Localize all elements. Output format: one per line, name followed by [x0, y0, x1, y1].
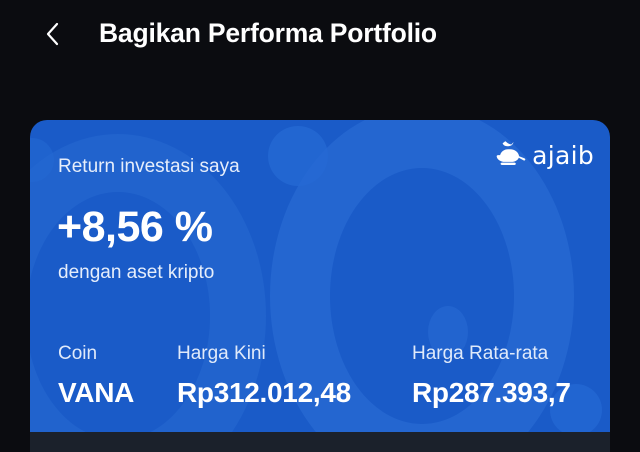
stat-current-price-label: Harga Kini [177, 343, 266, 364]
portfolio-share-card: ajaib Return investasi saya +8,56 % deng… [30, 120, 610, 432]
stat-coin-label: Coin [58, 343, 98, 364]
stat-average-price: Harga Rata-rata Rp287.393,7 [412, 342, 571, 410]
stat-current-price-value: Rp312.012,48 [177, 377, 351, 408]
genie-lamp-icon [493, 140, 527, 171]
app-header: Bagikan Performa Portfolio [0, 0, 640, 72]
return-label: Return investasi saya [58, 156, 240, 177]
back-button[interactable] [30, 10, 74, 58]
return-percentage-value: +8,56 % [57, 203, 213, 251]
stat-average-price-label: Harga Rata-rata [412, 343, 549, 364]
page-title: Bagikan Performa Portfolio [99, 18, 437, 48]
stat-coin-value: VANA [58, 377, 135, 408]
stat-average-price-value: Rp287.393,7 [412, 377, 571, 408]
ajaib-logo: ajaib [493, 140, 594, 171]
stat-current-price: Harga Kini Rp312.012,48 [177, 342, 351, 410]
ajaib-wordmark: ajaib [532, 140, 594, 170]
chevron-left-icon [42, 20, 62, 48]
stat-coin: Coin VANA [58, 342, 134, 410]
asset-type-label: dengan aset kripto [58, 262, 215, 283]
card-bottom-panel [30, 432, 610, 452]
